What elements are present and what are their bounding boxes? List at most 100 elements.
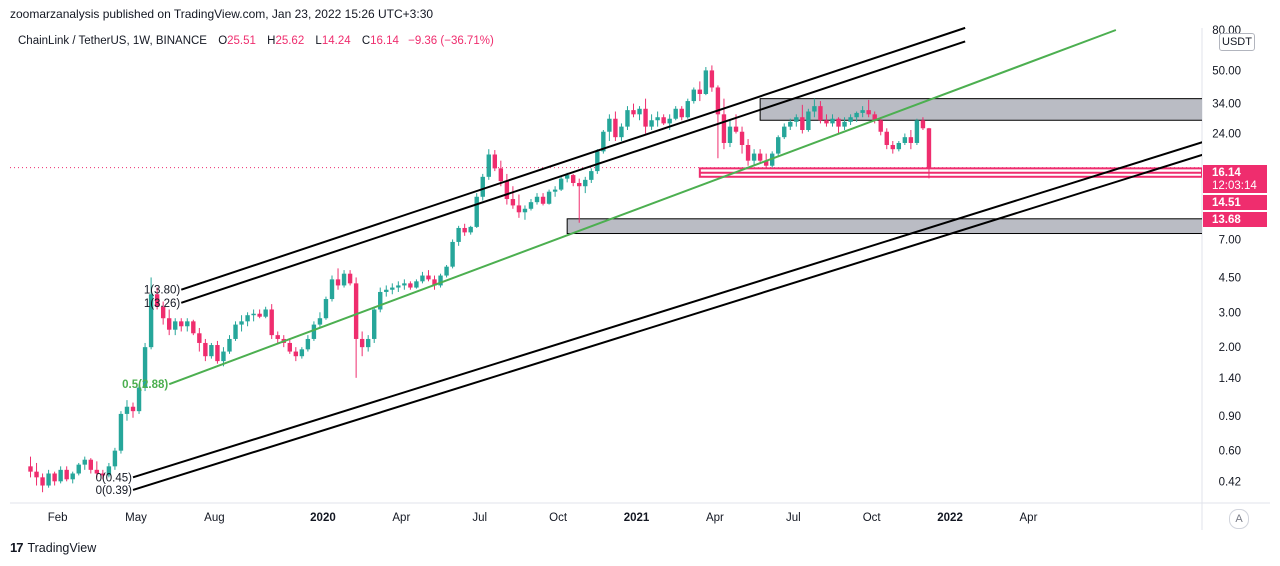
candle-body: [782, 126, 787, 138]
candle-body: [233, 324, 238, 339]
candle-body: [709, 70, 715, 88]
candle: [516, 194, 522, 218]
x-tick-label: Apr: [392, 512, 410, 524]
footer-brand: 17 TradingView: [10, 540, 96, 555]
candle-body: [390, 287, 395, 290]
channel-line: [180, 40, 966, 304]
autoscale-button[interactable]: A: [1229, 509, 1249, 529]
candle-body: [438, 275, 443, 286]
candle-body: [902, 137, 908, 143]
candle: [191, 319, 196, 336]
candle-body: [872, 114, 877, 121]
candle-body: [830, 118, 835, 124]
candle: [287, 338, 292, 354]
candle-body: [673, 108, 678, 119]
candle: [323, 296, 329, 320]
candle: [673, 106, 678, 121]
candle-body: [715, 87, 721, 115]
candle: [414, 279, 419, 289]
tradingview-logo-icon: 17: [10, 540, 24, 555]
candle: [64, 466, 69, 482]
channel-line: [132, 153, 1202, 491]
candle-body: [540, 196, 546, 204]
candle-body: [571, 175, 576, 183]
candle-body: [619, 126, 624, 138]
candle: [426, 270, 431, 282]
currency-selector[interactable]: USDT: [1219, 33, 1255, 51]
candle: [58, 466, 63, 484]
candle-body: [486, 154, 491, 177]
candle-body: [751, 153, 757, 161]
candle-body: [154, 294, 160, 307]
y-tick-label: 1.40: [1219, 373, 1241, 385]
candle: [643, 98, 648, 134]
candle-body: [667, 118, 672, 124]
candle-body: [745, 144, 751, 161]
x-tick-label: May: [125, 512, 147, 524]
candle-body: [661, 117, 666, 124]
candle-body: [323, 299, 329, 319]
candle-body: [739, 131, 745, 145]
candle: [341, 270, 347, 288]
candle-body: [649, 120, 654, 127]
candle: [185, 318, 190, 332]
candle: [40, 473, 45, 493]
candle: [691, 87, 696, 104]
candle-body: [492, 154, 498, 169]
price-tag-bg: [1203, 212, 1267, 227]
candle: [148, 277, 154, 350]
candle-body: [76, 464, 81, 474]
candle-body: [806, 111, 811, 131]
x-tick-label: 2020: [310, 512, 336, 524]
candle: [462, 223, 467, 236]
candle-body: [408, 283, 413, 288]
candle-body: [148, 294, 154, 348]
candle-body: [124, 406, 130, 414]
candle: [908, 130, 914, 150]
candle: [510, 186, 516, 209]
candle: [239, 315, 244, 332]
candle: [335, 268, 341, 290]
candle-body: [221, 351, 226, 362]
candle: [52, 471, 57, 486]
candle: [546, 189, 552, 205]
candle: [100, 469, 106, 480]
candle-body: [82, 459, 87, 465]
candle: [215, 340, 220, 364]
y-tick-label: 24.00: [1212, 129, 1241, 141]
candle-body: [914, 120, 920, 143]
candle: [522, 205, 528, 220]
candle-body: [812, 106, 817, 112]
fib-level-label: 0(0.45): [96, 472, 133, 484]
candle-body: [607, 118, 612, 132]
candle-body: [721, 114, 727, 143]
candle: [757, 149, 763, 164]
price-tag-value: 14.51: [1212, 197, 1241, 209]
candle-body: [643, 108, 648, 127]
candle-body: [474, 196, 479, 227]
resistance-zone: [566, 218, 1202, 235]
candle-body: [365, 338, 371, 348]
candle: [444, 264, 449, 278]
candle: [866, 99, 871, 118]
candle: [727, 120, 733, 148]
candle: [540, 193, 546, 206]
price-tag: 14.51: [1203, 195, 1267, 210]
candle-body: [558, 178, 564, 190]
symbol-title[interactable]: ChainLink / TetherUS, 1W, BINANCE: [18, 35, 207, 47]
candle: [679, 106, 684, 121]
price-tag-bg: [1203, 195, 1267, 210]
candle: [154, 287, 160, 310]
candle-body: [209, 345, 214, 357]
channel-line: [132, 141, 1202, 479]
candle: [486, 149, 491, 180]
candle: [76, 462, 81, 476]
candle: [88, 458, 93, 474]
candle: [46, 469, 51, 488]
candle-body: [293, 351, 299, 357]
candle-body: [848, 117, 853, 122]
candle-body: [757, 153, 763, 161]
candle: [788, 118, 793, 131]
candle: [299, 347, 305, 359]
